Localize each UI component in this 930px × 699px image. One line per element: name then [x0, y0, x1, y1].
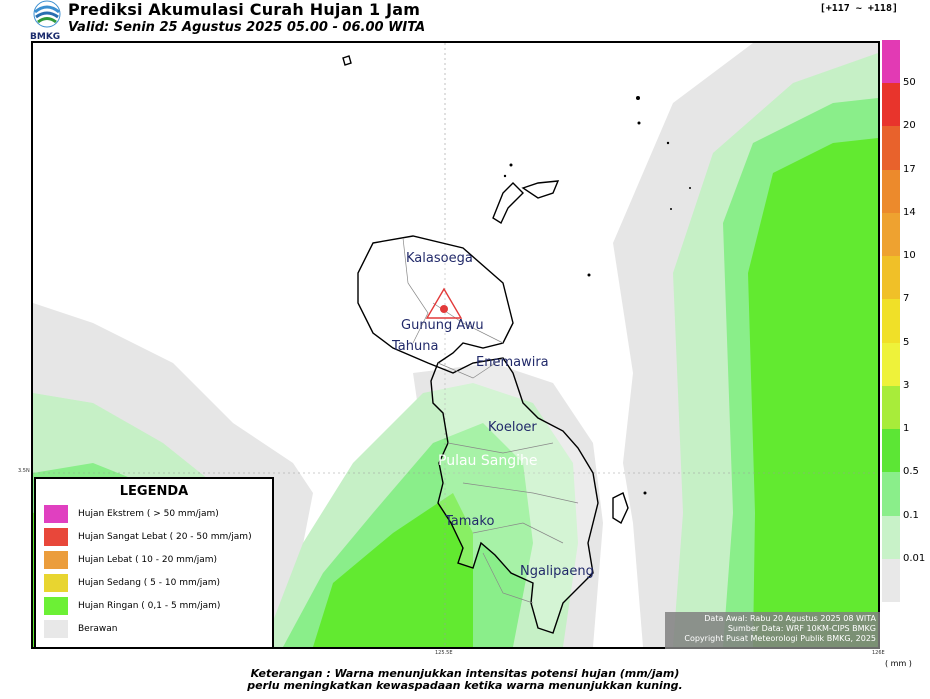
colorbar-segment: [882, 40, 900, 84]
colorbar-label: 0.1: [903, 509, 919, 521]
legend-label: Hujan Ekstrem ( > 50 mm/jam): [78, 509, 219, 519]
lat-tick: 3.5N: [18, 468, 30, 474]
page-title: Prediksi Akumulasi Curah Hujan 1 Jam: [68, 0, 421, 19]
map-canvas: [33, 43, 878, 647]
legend-swatch: [44, 528, 68, 546]
colorbar-label: 0.01: [903, 552, 926, 564]
place-label: Tamako: [445, 514, 495, 529]
colorbar-label: 20: [903, 120, 916, 132]
legend-item: Berawan: [44, 620, 118, 638]
info-line: Sumber Data: WRF 10KM-CIPS BMKG: [727, 624, 876, 633]
legend-label: Hujan Lebat ( 10 - 20 mm/jam): [78, 555, 218, 565]
colorbar: [882, 40, 902, 603]
lon-tick: 126E: [872, 650, 885, 656]
legend-swatch: [44, 574, 68, 592]
colorbar-label: 14: [903, 206, 916, 218]
legend-swatch: [44, 551, 68, 569]
colorbar-segment: [882, 515, 900, 560]
colorbar-label: 5: [903, 336, 910, 348]
colorbar-segment: [882, 212, 900, 257]
place-label: Pulau Sangihe: [438, 453, 538, 469]
colorbar-label: 50: [903, 77, 916, 89]
info-line: Copyright Pusat Meteorologi Publik BMKG,…: [684, 634, 876, 643]
legend-swatch: [44, 505, 68, 523]
colorbar-segment: [882, 83, 900, 127]
volcano-triangle-icon[interactable]: [425, 287, 463, 319]
colorbar-segment: [882, 256, 900, 300]
legend-label: Hujan Ringan ( 0,1 - 5 mm/jam): [78, 601, 221, 611]
legend-item: Hujan Ringan ( 0,1 - 5 mm/jam): [44, 597, 220, 615]
footer-note: perlu meningkatkan kewaspadaan ketika wa…: [247, 679, 683, 692]
legend-item: Hujan Ekstrem ( > 50 mm/jam): [44, 505, 219, 523]
islets: [503, 96, 691, 495]
colorbar-label: 7: [903, 293, 910, 305]
legend-title: LEGENDA: [119, 484, 189, 499]
place-label: Enemawira: [476, 355, 549, 370]
colorbar-segment: [882, 385, 900, 430]
rainfall-map[interactable]: Kalasoega Gunung Awu Tahuna Enemawira Ko…: [31, 41, 880, 649]
colorbar-label: 0.5: [903, 466, 919, 478]
colorbar-segment: [882, 126, 900, 171]
colorbar-segment: [882, 429, 900, 473]
legend-label: Hujan Sedang ( 5 - 10 mm/jam): [78, 578, 221, 588]
place-label: Ngalipaeng: [520, 564, 594, 579]
lon-tick: 125.5E: [435, 650, 453, 656]
info-line: Data Awal: Rabu 20 Agustus 2025 08 WITA: [704, 614, 876, 623]
legend-item: Hujan Sedang ( 5 - 10 mm/jam): [44, 574, 220, 592]
colorbar-segment: [882, 169, 900, 214]
place-label: Tahuna: [392, 339, 439, 354]
district-borders: [402, 237, 579, 604]
valid-time: Valid: Senin 25 Agustus 2025 05.00 - 06.…: [68, 20, 426, 35]
legend: LEGENDA Hujan Ekstrem ( > 50 mm/jam) Huja…: [34, 477, 274, 649]
colorbar-segment: [882, 472, 900, 517]
footer-note: Keterangan : Warna menunjukkan intensita…: [250, 667, 680, 680]
legend-item: Hujan Sangat Lebat ( 20 - 50 mm/jam): [44, 528, 252, 546]
colorbar-segment: [882, 299, 900, 344]
island-outline: [342, 55, 629, 634]
legend-label: Berawan: [78, 624, 118, 634]
colorbar-unit: ( mm ): [885, 659, 912, 668]
colorbar-label: 3: [903, 379, 910, 391]
colorbar-label: 1: [903, 423, 910, 435]
logo-text: BMKG: [30, 32, 61, 42]
data-info-box: Data Awal: Rabu 20 Agustus 2025 08 WITA …: [665, 612, 880, 649]
colorbar-segment: [882, 342, 900, 387]
legend-item: Hujan Lebat ( 10 - 20 mm/jam): [44, 551, 217, 569]
colorbar-label: 10: [903, 250, 916, 262]
legend-swatch: [44, 597, 68, 615]
bmkg-logo: [30, 0, 64, 42]
legend-label: Hujan Sangat Lebat ( 20 - 50 mm/jam): [78, 532, 252, 542]
coord-tag: [+117 ~ +118]: [819, 3, 898, 14]
place-label: Gunung Awu: [401, 318, 484, 333]
colorbar-label: 17: [903, 163, 916, 175]
place-label: Koeloer: [488, 420, 537, 435]
colorbar-segment: [882, 558, 900, 603]
place-label: Kalasoega: [406, 251, 473, 266]
legend-swatch: [44, 620, 68, 638]
